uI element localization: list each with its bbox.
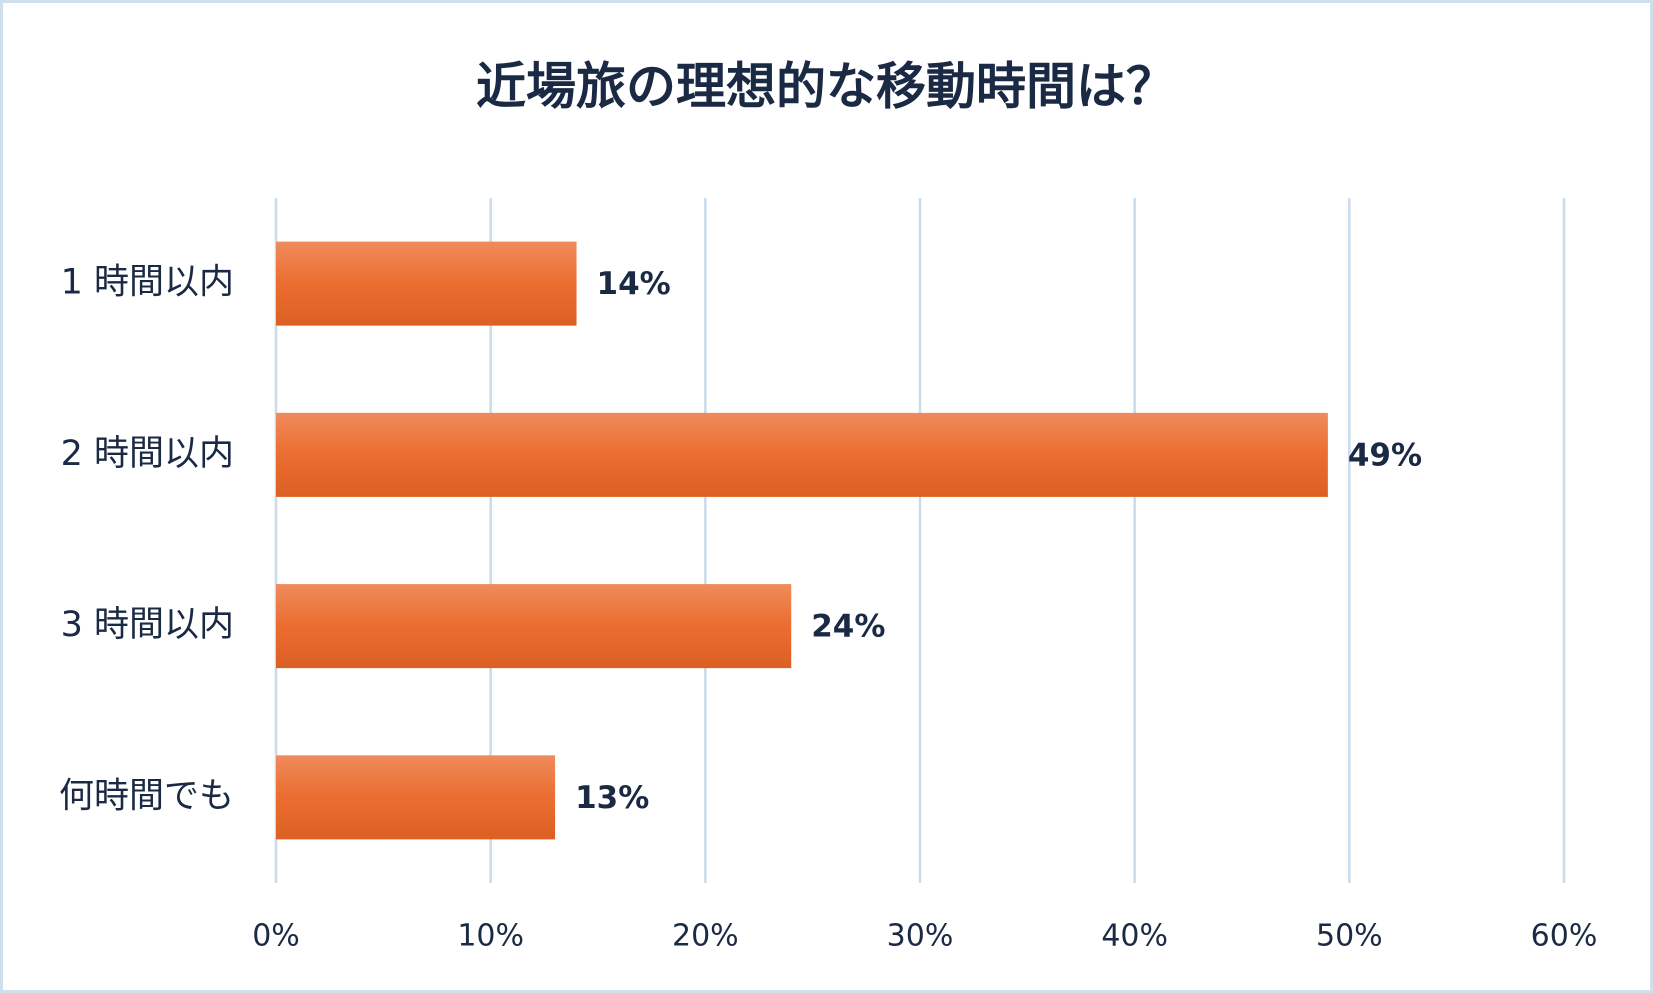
x-tick-label: 10% [457, 919, 524, 954]
data-label: 13% [575, 780, 649, 816]
x-tick-label: 60% [1531, 919, 1598, 954]
y-tick-label: 何時間でも [59, 776, 234, 816]
y-tick-label: 3 時間以内 [61, 605, 234, 645]
y-tick-label: 2 時間以内 [61, 434, 234, 474]
x-tick-label: 0% [252, 919, 300, 954]
x-tick-label: 50% [1316, 919, 1383, 954]
plot: 1 時間以内 14% 2 時間以内 49% 3 時間以内 24% 何時間でも 13% [59, 241, 1422, 840]
bar-shade [276, 412, 1328, 497]
x-tick-label: 40% [1101, 919, 1168, 954]
chart-title: 近場旅の理想的な移動時間は？ [476, 58, 1176, 116]
bar-shade [276, 584, 792, 669]
data-label: 49% [1348, 437, 1422, 473]
x-tick-label: 30% [887, 919, 954, 954]
x-tick-label: 20% [672, 919, 739, 954]
bar-shade [276, 755, 556, 840]
data-label: 14% [597, 266, 671, 302]
y-tick-label: 1 時間以内 [61, 263, 234, 303]
bar-shade [276, 241, 577, 326]
data-label: 24% [811, 609, 885, 645]
